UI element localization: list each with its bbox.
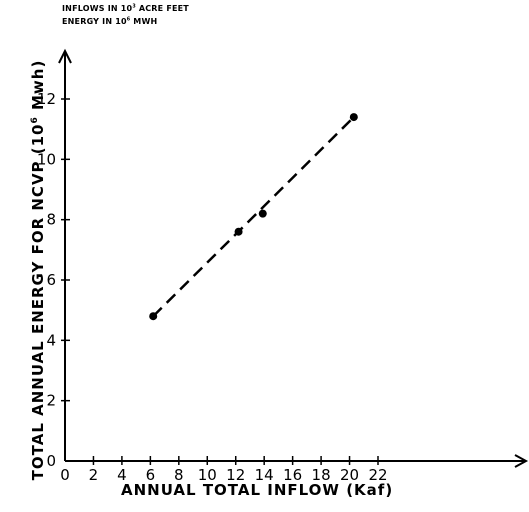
axes: [58, 48, 529, 468]
energy-units-exp: 6: [126, 17, 131, 23]
energy-units-suffix: MWH: [130, 17, 158, 26]
trend-line: [152, 116, 355, 318]
data-points: [149, 113, 358, 321]
y-tick-label: 0: [46, 452, 56, 470]
trend-line-group: [152, 116, 355, 318]
inflow-units-suffix: ACRE FEET: [135, 4, 189, 13]
y-tick-group: 0 2 4 6 8 10 12: [37, 90, 70, 470]
inflow-units-note: INFLOWS IN 103 ACRE FEET: [62, 4, 189, 13]
x-tick-label: 4: [117, 466, 127, 484]
x-tick-label: 6: [146, 466, 156, 484]
x-tick-group: 0 2 4 6 8 10 12 14 16 18 20 22: [60, 456, 388, 484]
energy-units-prefix: ENERGY IN 10: [62, 17, 127, 26]
x-tick-label: 20: [340, 466, 359, 484]
y-axis-label-prefix: TOTAL ANNUAL ENERGY FOR NCVP (10: [29, 123, 47, 481]
x-tick-label: 16: [283, 466, 302, 484]
data-point: [258, 209, 267, 218]
inflow-units-prefix: INFLOWS IN 10: [62, 4, 133, 13]
x-tick-label: 18: [312, 466, 331, 484]
x-tick-label: 14: [255, 466, 274, 484]
x-axis-label: ANNUAL TOTAL INFLOW (Kaf): [121, 481, 394, 499]
y-axis-arrow: [58, 48, 72, 64]
x-tick-label: 0: [60, 466, 70, 484]
inflow-units-exp: 3: [132, 4, 136, 10]
y-tick-label: 4: [46, 331, 56, 349]
energy-units-note: ENERGY IN 106 MWH: [62, 17, 157, 26]
y-axis-label-exp: 6: [30, 116, 40, 124]
x-tick-label: 8: [174, 466, 184, 484]
x-tick-label: 2: [89, 466, 99, 484]
y-tick-label: 10: [37, 150, 56, 168]
data-point: [349, 113, 358, 122]
x-tick-label: 10: [198, 466, 217, 484]
x-tick-label: 12: [226, 466, 245, 484]
y-tick-label: 2: [46, 392, 56, 410]
y-tick-label: 6: [46, 271, 56, 289]
x-tick-label: 22: [368, 466, 387, 484]
x-axis-arrow: [514, 454, 529, 468]
y-tick-label: 12: [37, 90, 56, 108]
y-tick-label: 8: [46, 211, 56, 229]
y-axis-label: TOTAL ANNUAL ENERGY FOR NCVP (106 Mwh): [29, 60, 47, 481]
data-point: [234, 227, 243, 236]
y-axis-label-suffix: Mwh): [29, 59, 47, 117]
data-point: [149, 312, 158, 321]
